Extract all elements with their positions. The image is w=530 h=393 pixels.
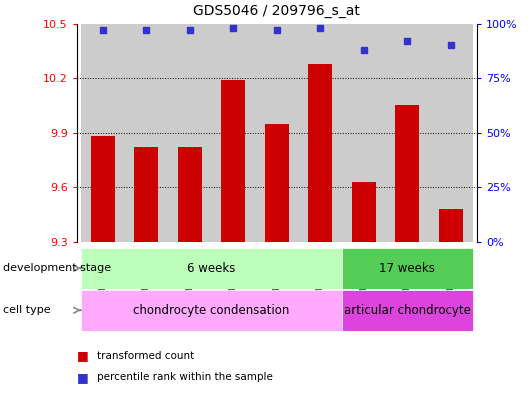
Text: 6 weeks: 6 weeks <box>188 262 236 275</box>
Bar <box>168 24 211 242</box>
Point <box>316 25 325 31</box>
Bar <box>222 80 245 242</box>
Point <box>186 27 194 33</box>
Bar <box>81 290 342 331</box>
Bar <box>342 248 473 289</box>
Text: ■: ■ <box>77 349 89 362</box>
Bar <box>342 24 386 242</box>
Text: chondrocyte condensation: chondrocyte condensation <box>134 304 290 317</box>
Bar <box>211 24 255 242</box>
Bar <box>342 290 473 331</box>
Bar <box>352 182 376 242</box>
Point <box>142 27 151 33</box>
Bar <box>81 24 125 242</box>
Title: GDS5046 / 209796_s_at: GDS5046 / 209796_s_at <box>193 4 360 18</box>
Point <box>447 42 455 48</box>
Text: articular chondrocyte: articular chondrocyte <box>344 304 471 317</box>
Point <box>360 47 368 53</box>
Bar <box>135 147 158 242</box>
Point <box>99 27 107 33</box>
Text: ■: ■ <box>77 371 89 384</box>
Bar <box>125 24 168 242</box>
Point <box>229 25 237 31</box>
Text: cell type: cell type <box>3 305 50 316</box>
Point <box>403 38 412 44</box>
Bar <box>299 24 342 242</box>
Bar <box>439 209 463 242</box>
Text: development stage: development stage <box>3 263 111 274</box>
Bar <box>429 24 473 242</box>
Text: transformed count: transformed count <box>97 351 194 361</box>
Bar <box>81 248 342 289</box>
Bar <box>91 136 115 242</box>
Bar <box>386 24 429 242</box>
Bar <box>308 64 332 242</box>
Bar <box>265 123 289 242</box>
Bar <box>395 105 419 242</box>
Text: 17 weeks: 17 weeks <box>379 262 435 275</box>
Bar <box>255 24 299 242</box>
Point <box>273 27 281 33</box>
Bar <box>178 147 202 242</box>
Text: percentile rank within the sample: percentile rank within the sample <box>97 372 273 382</box>
